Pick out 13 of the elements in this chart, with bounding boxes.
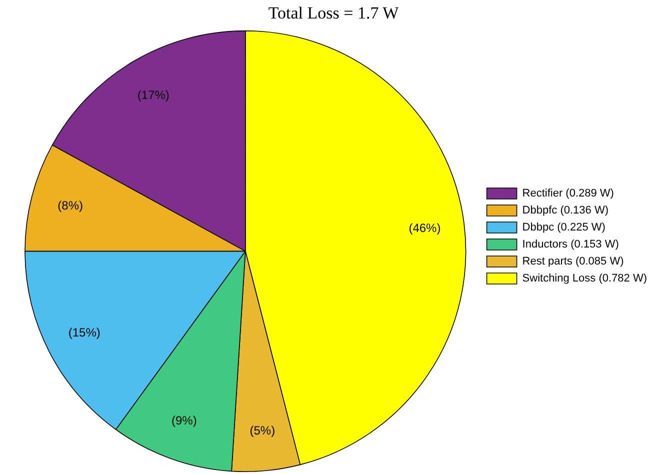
- data-label: (8%): [58, 198, 84, 213]
- legend-label: Inductors (0.153 W): [522, 238, 619, 251]
- data-label: (9%): [172, 414, 197, 428]
- data-label: (15%): [68, 326, 100, 340]
- data-label: (17%): [137, 88, 170, 102]
- chart-title: Total Loss = 1.7 W: [268, 4, 400, 23]
- legend-label: Rectifier (0.289 W): [522, 188, 614, 200]
- data-label: (46%): [408, 220, 441, 235]
- legend-label: Switching Loss (0.782 W): [522, 272, 647, 285]
- legend-label: Rest parts (0.085 W): [522, 256, 624, 268]
- data-label: (5%): [250, 423, 276, 438]
- legend-label: Dbbpc (0.225 W): [522, 222, 606, 234]
- legend-label: Dbbpfc (0.136 W): [522, 204, 608, 217]
